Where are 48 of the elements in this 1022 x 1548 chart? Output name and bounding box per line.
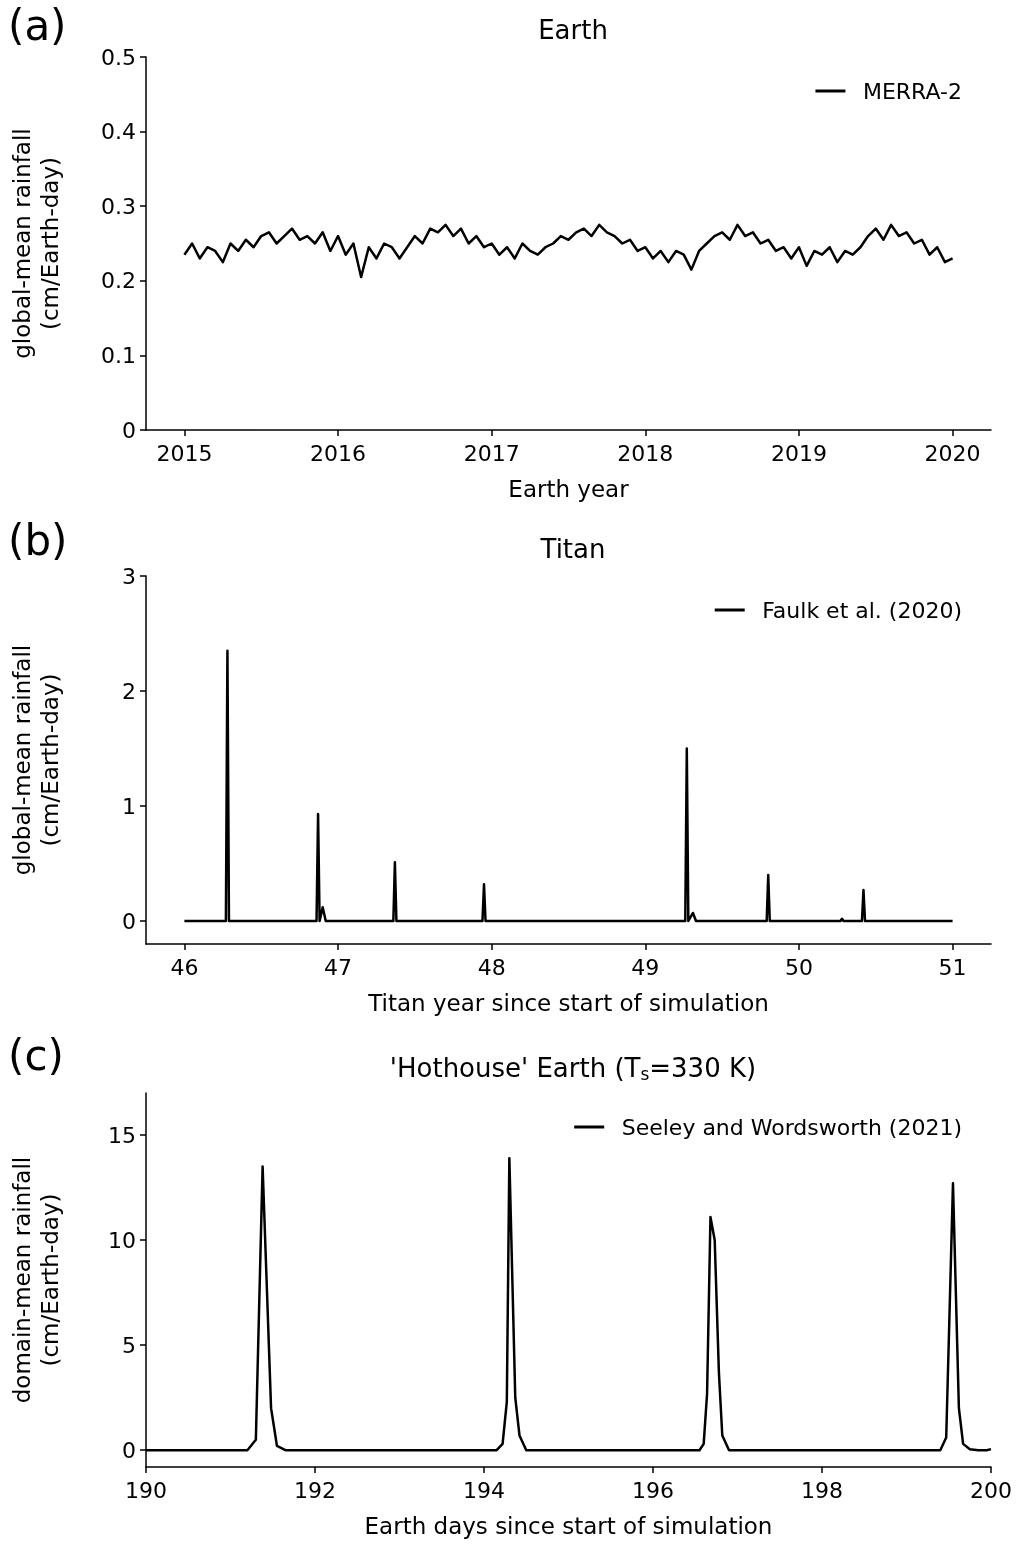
y-axis-title: global-mean rainfall (cm/Earth-day) bbox=[9, 644, 63, 876]
chart-title: Earth bbox=[538, 15, 608, 45]
x-tick-label: 2015 bbox=[156, 440, 213, 466]
x-tick-label: 2020 bbox=[924, 440, 981, 466]
y-axis-title: domain-mean rainfall (cm/Earth-day) bbox=[9, 1156, 63, 1404]
y-tick-label: 0.5 bbox=[101, 44, 136, 70]
x-tick-label: 194 bbox=[463, 1477, 505, 1503]
y-tick-label: 0.3 bbox=[101, 193, 136, 219]
text: (a) bbox=[8, 0, 67, 50]
y-tick-label: 0 bbox=[122, 417, 136, 443]
y-tick-label: 5 bbox=[122, 1332, 136, 1358]
x-axis-title: Titan year since start of simulation bbox=[367, 989, 769, 1016]
text: (b) bbox=[8, 515, 68, 565]
x-tick-label: 2019 bbox=[770, 440, 827, 466]
line-series bbox=[183, 649, 954, 923]
line-series bbox=[183, 223, 954, 279]
y-tick-label: 15 bbox=[108, 1122, 136, 1148]
y-tick-label: 0 bbox=[122, 1437, 136, 1463]
x-tick-label: 47 bbox=[324, 954, 353, 980]
x-tick-label: 2016 bbox=[310, 440, 367, 466]
y-tick-label: 0.1 bbox=[101, 342, 136, 368]
x-axis-title: Earth days since start of simulation bbox=[364, 1512, 773, 1539]
legend-label: Faulk et al. (2020) bbox=[762, 597, 962, 623]
x-tick-label: 51 bbox=[938, 954, 967, 980]
y-tick-label: 2 bbox=[122, 678, 136, 704]
legend-label: Seeley and Wordsworth (2021) bbox=[621, 1114, 963, 1140]
legend-label: MERRA-2 bbox=[862, 78, 963, 104]
x-tick-label: 46 bbox=[170, 954, 199, 980]
x-tick-label: 2018 bbox=[617, 440, 674, 466]
x-tick-label: 198 bbox=[801, 1477, 843, 1503]
x-tick-label: 192 bbox=[294, 1477, 336, 1503]
x-tick-label: 50 bbox=[784, 954, 813, 980]
chart-title: Titan bbox=[539, 534, 606, 564]
x-tick-label: 200 bbox=[970, 1477, 1012, 1503]
x-tick-label: 2017 bbox=[463, 440, 520, 466]
y-tick-label: 1 bbox=[122, 793, 136, 819]
x-tick-label: 49 bbox=[631, 954, 660, 980]
x-tick-label: 196 bbox=[632, 1477, 674, 1503]
text: (c) bbox=[8, 1030, 64, 1080]
y-tick-label: 10 bbox=[108, 1227, 136, 1253]
x-tick-label: 190 bbox=[125, 1477, 167, 1503]
y-tick-label: 0.4 bbox=[101, 119, 136, 145]
y-tick-label: 0 bbox=[122, 908, 136, 934]
x-tick-label: 48 bbox=[477, 954, 506, 980]
y-tick-label: 0.2 bbox=[101, 268, 136, 294]
y-axis-title: global-mean rainfall (cm/Earth-day) bbox=[9, 128, 63, 359]
y-tick-label: 3 bbox=[122, 563, 136, 589]
x-axis-title: Earth year bbox=[508, 475, 630, 502]
